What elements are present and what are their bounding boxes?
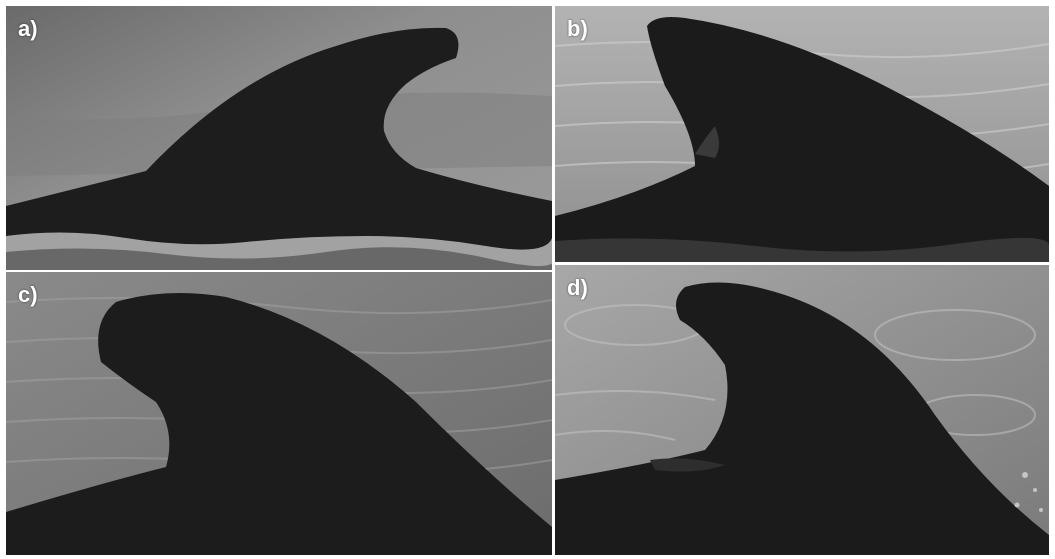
panel-label: a) xyxy=(18,16,38,41)
panel-label: c) xyxy=(18,282,38,307)
panel-label: b) xyxy=(567,16,588,41)
photo-a-image xyxy=(6,6,552,270)
photo-b-image xyxy=(555,6,1049,262)
photo-c-image xyxy=(6,272,552,555)
photo-panel-a: a) xyxy=(6,6,552,270)
panel-label: d) xyxy=(567,275,588,300)
photo-panel-d: d) xyxy=(555,265,1049,555)
photo-panel-b: b) xyxy=(555,6,1049,262)
photo-panel-c: c) xyxy=(6,272,552,555)
photo-d-image xyxy=(555,265,1049,555)
